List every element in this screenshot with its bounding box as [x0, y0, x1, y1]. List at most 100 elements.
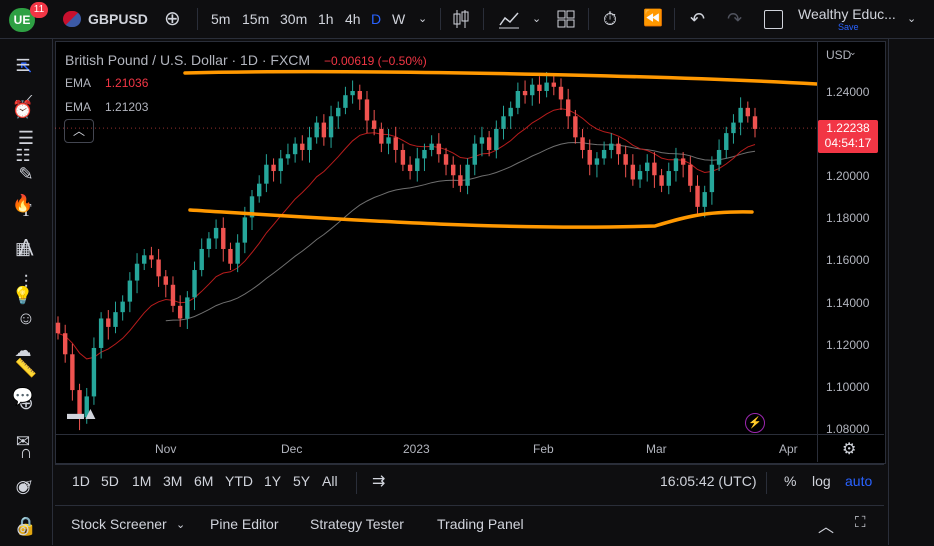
range-ytd[interactable]: YTD [225, 473, 253, 489]
alert-clock-icon[interactable]: ⏱ [603, 9, 618, 29]
log-scale-toggle[interactable]: log [812, 473, 831, 489]
interval-4h[interactable]: 4h [345, 11, 361, 27]
candle-body [336, 107, 341, 117]
candle-body [601, 149, 607, 159]
trend-line-icon[interactable]: ⟋ [19, 92, 33, 112]
data-window-icon[interactable]: ☷ [15, 146, 31, 165]
lock-drawing-icon[interactable]: ✐ [18, 477, 34, 497]
magnet-icon[interactable]: ∩ [19, 442, 33, 462]
candle-body [422, 149, 427, 159]
help-icon[interactable]: ⊚ [15, 520, 31, 539]
range-1m[interactable]: 1M [132, 473, 152, 489]
undo-icon[interactable]: ↶ [690, 9, 706, 29]
range-3m[interactable]: 3M [163, 473, 183, 489]
interval-1h[interactable]: 1h [318, 11, 334, 27]
streams-icon[interactable]: ☁ [14, 341, 32, 360]
tab-trading-panel[interactable]: Trading Panel [437, 516, 524, 532]
chart-settings-gear-icon[interactable]: ⚙ [842, 441, 857, 458]
tab-pine-editor[interactable]: Pine Editor [210, 516, 279, 532]
go-to-date-icon[interactable]: ⇉ [372, 473, 386, 490]
candle-body [142, 255, 147, 264]
save-button[interactable]: Save [838, 22, 859, 32]
percent-scale-toggle[interactable]: % [784, 473, 797, 489]
bar-countdown: 04:54:17 [824, 136, 872, 150]
candle-body [451, 164, 456, 176]
layout-name[interactable]: Wealthy Educ... [798, 6, 896, 22]
clock-timezone[interactable]: 16:05:42 (UTC) [660, 473, 757, 489]
currency-chevron-icon[interactable]: ⌄ [849, 47, 857, 57]
fullscreen-layout-icon[interactable] [764, 10, 783, 29]
text-tool-icon[interactable]: T [20, 200, 32, 220]
candle-body [551, 82, 557, 87]
redo-icon[interactable]: ↷ [727, 9, 743, 29]
messages-icon[interactable]: ✉ [15, 432, 31, 451]
compare-add-symbol-icon[interactable]: ⊕ [164, 8, 181, 30]
time-axis-divider [55, 434, 884, 435]
watchlist-icon[interactable]: ☰ [15, 56, 31, 75]
interval-5m[interactable]: 5m [211, 11, 231, 27]
prediction-icon[interactable]: ⫶ [23, 272, 29, 292]
ideas-lightbulb-icon[interactable]: 💡 [12, 286, 34, 305]
candle-body [695, 185, 700, 207]
alarm-clock-icon[interactable]: ⏰ [12, 100, 34, 119]
interval-15m[interactable]: 15m [242, 11, 270, 27]
tradingview-logo-icon[interactable]: ▬▲ [67, 404, 99, 423]
zoom-in-icon[interactable]: ⊕ [18, 393, 34, 413]
pattern-icon[interactable]: ⋀ [18, 236, 34, 256]
candle-body [702, 192, 707, 207]
indicators-dropdown-chevron-icon[interactable]: ⌄ [532, 13, 542, 25]
divider [483, 8, 484, 30]
brush-icon[interactable]: ✎ [18, 164, 34, 184]
candle-body [666, 171, 671, 186]
range-6m[interactable]: 6M [194, 473, 214, 489]
indicators-icon[interactable] [498, 9, 520, 32]
tab-stock-screener[interactable]: Stock Screener [71, 516, 167, 532]
notifications-podcast-icon[interactable]: ◉ [15, 477, 31, 496]
collapse-legend-chevron-icon[interactable]: ︿ [64, 119, 94, 143]
auto-scale-toggle[interactable]: auto [845, 473, 873, 489]
hotlist-flame-icon[interactable]: 🔥 [12, 194, 34, 213]
ema-slow-legend[interactable]: EMA 1.21203 [65, 100, 148, 114]
candle-body [271, 164, 276, 172]
price-tick: 1.08000 [826, 422, 870, 436]
emoji-icon[interactable]: ☺ [16, 308, 36, 328]
candle-style-icon[interactable] [452, 9, 470, 32]
lightning-icon[interactable]: ⚡ [745, 413, 765, 433]
range-1y[interactable]: 1Y [264, 473, 282, 489]
symbol-legend[interactable]: British Pound / U.S. Dollar · 1D · FXCM … [65, 52, 427, 68]
price-tick: 1.10000 [826, 380, 870, 394]
currency-label[interactable]: USD [826, 48, 852, 62]
replay-icon[interactable]: ⏪ [643, 10, 663, 27]
cursor-icon[interactable]: ↖ [18, 57, 34, 77]
ema-fast-legend[interactable]: EMA 1.21036 [65, 76, 148, 90]
interval-w[interactable]: W [392, 11, 406, 27]
candle-body [494, 128, 499, 150]
tab-strategy-tester[interactable]: Strategy Tester [310, 516, 404, 532]
candle-body [659, 175, 664, 186]
horizontal-lines-icon[interactable]: ☰ [17, 128, 35, 148]
ema-label: EMA [65, 100, 92, 114]
range-1d[interactable]: 1D [72, 473, 90, 489]
layout-grid-icon[interactable] [557, 10, 575, 31]
calendar-icon[interactable]: ▦ [14, 239, 32, 258]
stock-screener-chevron-icon[interactable]: ⌄ [176, 519, 186, 531]
ruler-icon[interactable]: 📏 [14, 358, 38, 378]
candle-body [292, 143, 298, 155]
range-5d[interactable]: 5D [101, 473, 119, 489]
range-all[interactable]: All [322, 473, 338, 489]
time-tick: Dec [281, 442, 303, 456]
expand-panel-chevron-icon[interactable]: ︿ [818, 519, 835, 536]
maximize-panel-icon[interactable]: ⛶ [855, 514, 866, 531]
chats-icon[interactable]: 💬 [12, 387, 34, 406]
interval-d[interactable]: D [371, 11, 382, 27]
candle-body [652, 162, 657, 176]
interval-dropdown-chevron-icon[interactable]: ⌄ [418, 13, 428, 25]
price-chart-svg[interactable] [55, 41, 817, 434]
interval-30m[interactable]: 30m [280, 11, 308, 27]
range-5y[interactable]: 5Y [293, 473, 311, 489]
candle-body [199, 248, 204, 271]
lock-icon[interactable]: 🔒 [14, 516, 38, 536]
symbol-search-button[interactable]: GBPUSD [88, 11, 148, 27]
current-price-label: 1.22238 04:54:17 [818, 120, 878, 153]
layout-dropdown-chevron-icon[interactable]: ⌄ [907, 13, 917, 25]
